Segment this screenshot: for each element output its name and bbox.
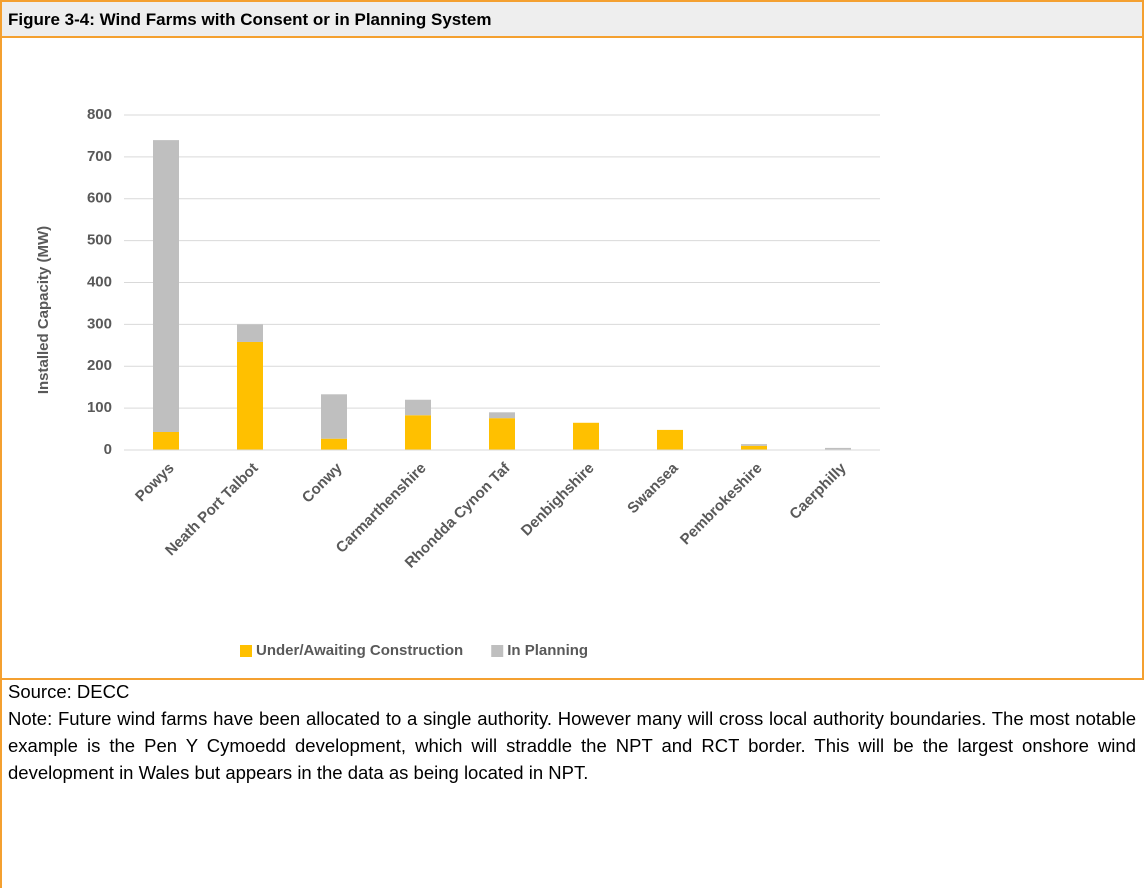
figure-frame <box>0 0 1144 680</box>
bar-segment <box>321 394 347 439</box>
legend-label: Under/Awaiting Construction <box>256 642 463 659</box>
legend-swatch <box>240 645 252 657</box>
bar-segment <box>489 418 515 450</box>
note: Note: Future wind farms have been alloca… <box>8 708 1136 783</box>
bar-segment <box>573 422 599 450</box>
chart: Installed Capacity (MW) 0 100 200 300 400 500… <box>35 106 880 659</box>
x-tick-label: Powys <box>132 460 178 506</box>
bar-segment <box>657 429 683 450</box>
footer: Source: DECC Note: Future wind farms hav… <box>0 678 1142 888</box>
legend-swatch <box>491 645 504 657</box>
bar-segment <box>405 415 431 450</box>
bar-segment <box>321 438 347 450</box>
bar-segment <box>489 412 515 419</box>
bar-segment <box>825 447 851 450</box>
x-tick-label: Pembrokeshire <box>677 460 766 549</box>
figure-title: Figure 3-4: Wind Farms with Consent or i… <box>2 2 1142 38</box>
y-tick-label: 500 <box>87 232 112 249</box>
y-tick-label: 200 <box>87 357 112 374</box>
bar-segment <box>153 140 179 432</box>
y-axis-label: Installed Capacity (MW) <box>35 226 52 394</box>
x-tick-label: Denbighshire <box>518 460 598 540</box>
y-tick-label: 100 <box>87 399 112 416</box>
bar-segment <box>153 431 179 450</box>
y-tick-label: 400 <box>87 273 112 290</box>
y-tick-label: 600 <box>87 190 112 207</box>
x-tick-label: Carmarthenshire <box>333 460 430 557</box>
bar-segment <box>237 341 263 450</box>
bar-segment <box>741 444 767 446</box>
x-tick-label: Caerphilly <box>786 459 850 523</box>
source: Source: DECC <box>8 681 130 702</box>
y-tick-label: 800 <box>87 106 112 123</box>
y-tick-label: 700 <box>87 148 112 165</box>
x-tick-label: Conwy <box>299 459 346 506</box>
x-tick-label: Swansea <box>624 459 682 517</box>
x-tick-label: Neath Port Talbot <box>162 460 262 560</box>
y-tick-label: 0 <box>104 441 112 458</box>
bar-segment <box>405 399 431 416</box>
y-tick-label: 300 <box>87 315 112 332</box>
legend-label: In Planning <box>507 642 588 659</box>
bar-segment <box>237 324 263 342</box>
bar-segment <box>741 445 767 450</box>
